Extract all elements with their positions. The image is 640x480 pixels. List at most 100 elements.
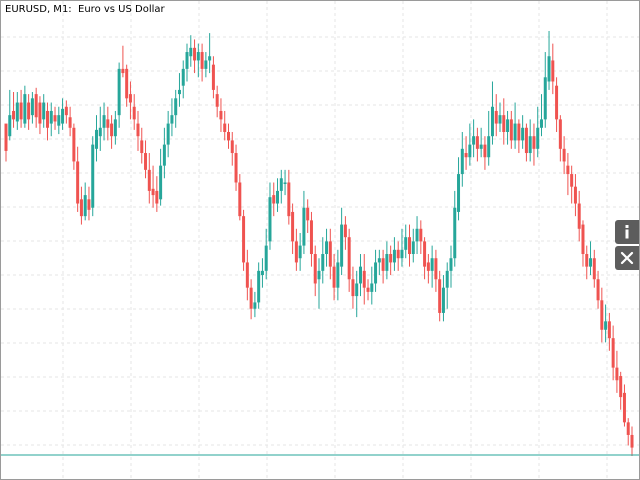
candle (524, 123, 528, 162)
candles (4, 31, 634, 456)
candle-body (151, 188, 155, 196)
candle-body (562, 148, 566, 162)
candle (226, 123, 230, 149)
candle (589, 241, 593, 276)
candle-body (298, 245, 302, 259)
candle-body (389, 254, 393, 263)
candle (577, 190, 581, 242)
candle (144, 140, 148, 179)
candle (125, 64, 129, 107)
candle-body (102, 115, 106, 128)
candle-body (42, 102, 46, 120)
candle-body (457, 174, 461, 212)
candle (543, 52, 547, 128)
candle (449, 245, 453, 288)
candle (12, 92, 16, 128)
candle-body (121, 68, 125, 74)
candle-body (166, 123, 170, 145)
candle (174, 89, 178, 128)
candle (230, 131, 234, 166)
candle (276, 178, 280, 212)
candle-body (438, 279, 442, 313)
candle (200, 43, 204, 82)
candle-body (132, 106, 136, 120)
candle-body (570, 174, 574, 187)
candle-body (253, 302, 257, 309)
candle (408, 224, 412, 267)
candle-body (498, 115, 502, 124)
candle (370, 266, 374, 305)
candle-body (283, 182, 287, 184)
candle (490, 81, 494, 145)
candle (72, 123, 76, 170)
candle (298, 232, 302, 271)
candle (441, 275, 445, 322)
candle-body (404, 237, 408, 250)
candle-body (159, 165, 163, 200)
candle (238, 174, 242, 221)
candle (487, 110, 491, 166)
candle (257, 262, 261, 309)
candle-body (245, 262, 249, 288)
candle (211, 56, 215, 99)
candle-body (155, 190, 159, 204)
candle-body (336, 262, 340, 288)
candle (49, 102, 53, 137)
candle (430, 245, 434, 288)
candle-body (445, 270, 449, 288)
candle (79, 186, 83, 225)
candle-body (483, 144, 487, 158)
close-icon (620, 251, 634, 265)
candle (498, 102, 502, 132)
candle (321, 237, 325, 284)
candle-body (53, 115, 57, 122)
candle-body (630, 434, 634, 448)
candle-body (317, 270, 321, 280)
candle (389, 245, 393, 276)
candle-body (441, 287, 445, 313)
close-button[interactable] (615, 246, 639, 270)
candle-body (291, 211, 295, 242)
candle-body (577, 203, 581, 229)
candle-body (294, 241, 298, 263)
candle (551, 43, 555, 95)
candle-body (385, 254, 389, 271)
candle-body (351, 279, 355, 297)
candle (381, 249, 385, 284)
candle (208, 33, 212, 74)
candle (392, 237, 396, 271)
candle (19, 89, 23, 128)
candle (272, 182, 276, 217)
candle-body (95, 129, 99, 149)
candle (377, 249, 381, 276)
candle (566, 153, 570, 196)
candle-body (517, 123, 521, 141)
candle-body (30, 98, 34, 116)
candle (457, 157, 461, 221)
candle (328, 228, 332, 280)
candle-body (555, 85, 559, 120)
candle-body (113, 119, 117, 137)
info-button[interactable] (615, 220, 639, 244)
candle (253, 291, 257, 318)
candle (177, 73, 181, 107)
candle-body (381, 258, 385, 271)
candle (57, 106, 61, 135)
candle (204, 52, 208, 78)
candle-body (460, 148, 464, 175)
candle (626, 418, 630, 446)
candle-body (607, 321, 611, 339)
candle-body (423, 241, 427, 267)
candle-body (45, 110, 49, 128)
candle-body (162, 144, 166, 166)
candle-body (238, 182, 242, 217)
candle (42, 94, 46, 128)
candle (347, 228, 351, 292)
candle (426, 254, 430, 284)
candle (98, 106, 102, 151)
candle-body (57, 115, 61, 126)
candle (355, 270, 359, 318)
candle (151, 165, 155, 208)
